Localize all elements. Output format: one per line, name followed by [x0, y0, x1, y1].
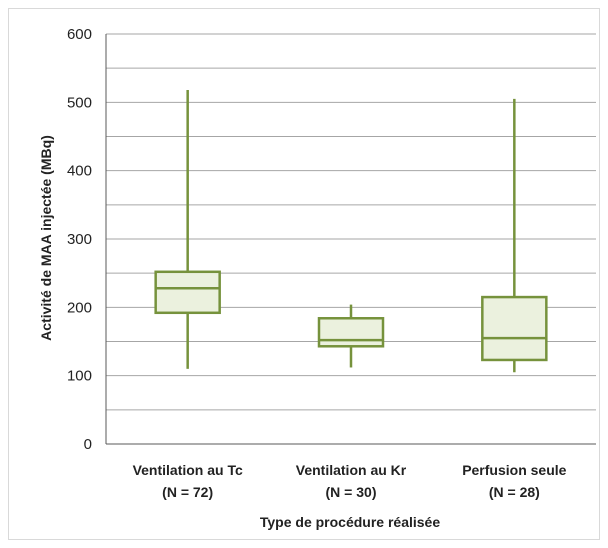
box-2	[319, 305, 383, 368]
y-tick-label: 400	[67, 163, 92, 180]
y-tick-label: 100	[67, 368, 92, 385]
iqr-box	[482, 297, 546, 360]
category-n-label: (N = 72)	[162, 484, 213, 500]
category-n-label: (N = 30)	[326, 484, 377, 500]
category-n-label: (N = 28)	[489, 484, 540, 500]
y-tick-label: 0	[84, 436, 92, 453]
y-tick-label: 600	[67, 26, 92, 43]
category-label: Perfusion seule	[462, 462, 566, 478]
y-axis-title: Activité de MAA injectée (MBq)	[38, 135, 54, 341]
y-tick-labels: 0 100 200 300 400 500 600	[67, 26, 92, 453]
box-1	[156, 90, 220, 369]
iqr-box	[156, 272, 220, 313]
category-label: Ventilation au Tc	[133, 462, 243, 478]
iqr-box	[319, 318, 383, 346]
x-axis-title: Type de procédure réalisée	[260, 514, 440, 530]
y-tick-label: 200	[67, 299, 92, 316]
y-tick-label: 500	[67, 94, 92, 111]
category-label: Ventilation au Kr	[296, 462, 407, 478]
boxes	[156, 90, 547, 372]
box-3	[482, 99, 546, 372]
category-labels: Ventilation au Tc (N = 72) Ventilation au …	[133, 462, 567, 500]
y-tick-label: 300	[67, 231, 92, 248]
